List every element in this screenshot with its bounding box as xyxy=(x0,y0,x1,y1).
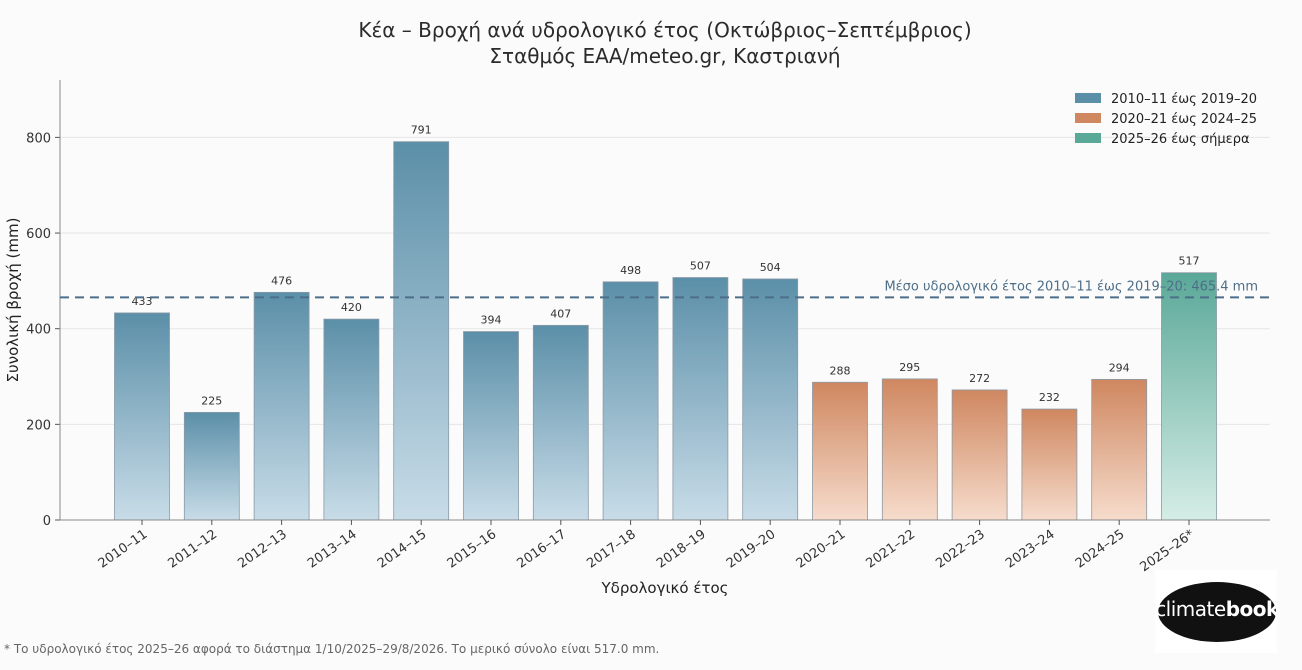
x-tick-label: 2013–14 xyxy=(305,527,360,571)
bar xyxy=(672,277,729,521)
x-tick-label: 2023–24 xyxy=(1003,527,1058,571)
data-label: 232 xyxy=(1039,391,1060,404)
legend-label: 2020–21 έως 2024–25 xyxy=(1111,112,1257,127)
bar xyxy=(532,324,589,521)
data-label: 272 xyxy=(969,372,990,385)
x-tick-label: 2015–16 xyxy=(445,527,500,571)
chart-subtitle: Σταθμός ΕΑΑ/meteo.gr, Καστριανή xyxy=(489,44,841,68)
legend-swatch xyxy=(1075,93,1101,103)
bar xyxy=(393,141,450,521)
data-label: 498 xyxy=(620,264,641,277)
data-label: 476 xyxy=(271,274,292,287)
x-tick-label: 2021–22 xyxy=(864,527,919,571)
data-label: 791 xyxy=(411,124,432,137)
data-label: 504 xyxy=(760,261,781,274)
chart-title: Κέα – Βροχή ανά υδρολογικό έτος (Οκτώβρι… xyxy=(358,18,972,42)
x-tick-label: 2025–26* xyxy=(1137,527,1197,575)
mean-label: Μέσο υδρολογικό έτος 2010–11 έως 2019–20… xyxy=(884,279,1258,294)
bar xyxy=(323,318,380,521)
x-tick-label: 2018–19 xyxy=(654,527,709,571)
legend-label: 2010–11 έως 2019–20 xyxy=(1111,92,1257,107)
x-tick-label: 2011–12 xyxy=(166,527,221,571)
y-tick-label: 0 xyxy=(43,514,51,529)
bar xyxy=(1021,408,1078,521)
bar xyxy=(253,291,310,521)
climatebook-logo: climatebook xyxy=(1155,570,1279,653)
data-label: 407 xyxy=(550,307,571,320)
x-axis-title: Υδρολογικό έτος xyxy=(601,579,729,597)
x-tick-label: 2024–25 xyxy=(1073,527,1128,571)
x-tick-label: 2014–15 xyxy=(375,527,430,571)
x-tick-label: 2022–23 xyxy=(933,527,988,571)
bar xyxy=(881,378,938,521)
bar xyxy=(951,389,1008,521)
data-label: 507 xyxy=(690,260,711,273)
data-label: 420 xyxy=(341,301,362,314)
legend-label: 2025–26 έως σήμερα xyxy=(1111,132,1250,147)
bar xyxy=(742,278,799,521)
x-tick-label: 2019–20 xyxy=(724,527,779,571)
x-tick-label: 2010–11 xyxy=(96,527,151,571)
x-tick-label: 2012–13 xyxy=(235,527,290,571)
legend-swatch xyxy=(1075,113,1101,123)
bar xyxy=(1161,272,1217,521)
bar xyxy=(812,381,868,521)
data-label: 517 xyxy=(1179,255,1200,268)
data-label: 394 xyxy=(481,314,502,327)
legend-swatch xyxy=(1075,133,1101,143)
data-label: 294 xyxy=(1109,361,1130,374)
y-tick-label: 600 xyxy=(26,227,51,242)
x-tick-label: 2016–17 xyxy=(515,527,570,571)
x-tick-label: 2020–21 xyxy=(794,527,849,571)
bar xyxy=(1091,378,1148,521)
bar xyxy=(463,331,519,521)
bar xyxy=(183,411,240,521)
data-label: 225 xyxy=(201,394,222,407)
y-tick-label: 400 xyxy=(26,323,51,338)
bar xyxy=(114,312,170,521)
y-tick-label: 800 xyxy=(26,131,51,146)
bar xyxy=(602,281,659,521)
data-label: 288 xyxy=(830,364,851,377)
x-tick-label: 2017–18 xyxy=(584,527,639,571)
footnote: * Το υδρολογικό έτος 2025–26 αφορά το δι… xyxy=(4,642,660,656)
data-label: 295 xyxy=(899,361,920,374)
y-axis-title: Συνολική βροχή (mm) xyxy=(4,218,22,383)
y-tick-label: 200 xyxy=(26,418,51,433)
